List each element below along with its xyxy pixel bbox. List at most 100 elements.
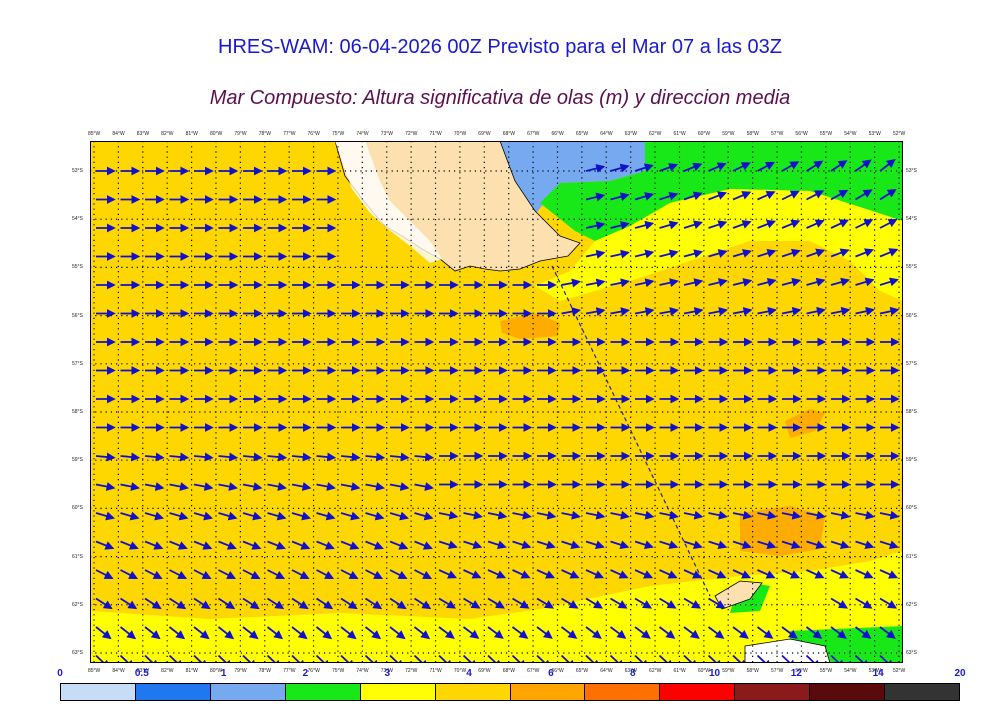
- wave-direction-arrow: [659, 569, 678, 579]
- wave-direction-arrow: [463, 510, 483, 520]
- wave-direction-arrow: [536, 597, 555, 609]
- longitude-label: 80°W: [209, 668, 223, 674]
- wave-direction-arrow: [340, 511, 361, 521]
- wave-direction-arrow: [291, 452, 312, 462]
- longitude-label: 84°W: [112, 131, 125, 137]
- wave-direction-arrow: [414, 511, 434, 521]
- colorbar-tick-label: 12: [790, 668, 802, 679]
- wave-direction-arrow: [708, 510, 728, 520]
- wave-direction-arrow: [512, 597, 530, 609]
- wave-direction-arrow: [120, 569, 139, 580]
- wave-direction-arrow: [757, 540, 777, 550]
- wave-direction-arrow: [95, 569, 114, 580]
- wave-direction-arrow: [585, 597, 604, 609]
- wave-direction-arrow: [610, 307, 630, 317]
- wave-direction-arrow: [414, 569, 433, 580]
- latitude-label: 62°S: [72, 601, 83, 608]
- latitude-label: 61°S: [72, 553, 83, 560]
- longitude-label: 72°W: [405, 668, 418, 674]
- latitude-label: 58°S: [906, 409, 917, 415]
- wave-direction-arrow: [806, 160, 824, 172]
- wave-direction-arrow: [610, 597, 628, 609]
- wave-direction-arrow: [634, 278, 655, 288]
- wave-direction-arrow: [218, 452, 239, 462]
- wave-direction-arrow: [389, 482, 410, 491]
- longitude-label: 85°W: [88, 131, 101, 137]
- wave-direction-arrow: [806, 219, 825, 229]
- longitude-label: 65°W: [575, 668, 589, 674]
- wave-direction-arrow: [781, 161, 800, 172]
- wave-direction-arrow: [879, 597, 898, 609]
- latitude-label: 54°S: [72, 216, 83, 223]
- wave-direction-arrow: [144, 540, 164, 550]
- longitude-label: 61°W: [673, 131, 686, 137]
- wave-direction-arrow: [610, 278, 630, 288]
- latitude-label: 59°S: [72, 457, 83, 464]
- longitude-label: 53°W: [868, 668, 881, 674]
- wave-direction-arrow: [340, 597, 358, 610]
- longitude-label: 75°W: [331, 668, 345, 674]
- wave-direction-arrow: [855, 189, 873, 201]
- wave-direction-arrow: [119, 626, 137, 640]
- wave-direction-arrow: [708, 540, 728, 550]
- wave-direction-arrow: [560, 654, 576, 663]
- wave-direction-arrow: [659, 191, 679, 201]
- wave-direction-arrow: [267, 597, 285, 610]
- wave-direction-arrow: [830, 277, 851, 287]
- latitude-label: 60°S: [906, 505, 917, 512]
- longitude-label: 76°W: [307, 131, 320, 137]
- wave-direction-arrow: [340, 569, 359, 580]
- longitude-label: 54°W: [844, 131, 857, 137]
- wave-direction-arrow: [266, 626, 284, 640]
- wave-direction-arrow: [659, 540, 679, 550]
- longitude-label: 81°W: [185, 131, 198, 137]
- wave-direction-arrow: [806, 277, 826, 287]
- wave-direction-arrow: [316, 540, 335, 550]
- wave-direction-arrow: [291, 540, 311, 550]
- wave-direction-arrow: [659, 249, 679, 259]
- longitude-label: 63°W: [624, 668, 637, 674]
- longitude-label: 67°W: [527, 131, 540, 137]
- wave-direction-arrow: [512, 569, 531, 579]
- map-title: HRES-WAM: 06-04-2026 00Z Previsto para e…: [218, 36, 782, 58]
- colorbar-segment: [285, 684, 361, 700]
- wave-direction-arrow: [634, 163, 654, 172]
- wave-direction-arrow: [855, 248, 874, 258]
- wave-direction-arrow: [854, 626, 872, 639]
- wave-direction-arrow: [438, 569, 458, 579]
- wave-direction-arrow: [757, 510, 777, 520]
- wave-direction-arrow: [169, 569, 188, 580]
- wave-direction-arrow: [585, 249, 606, 259]
- wave-direction-arrow: [585, 654, 601, 663]
- wave-direction-arrow: [120, 452, 141, 462]
- wave-direction-arrow: [879, 277, 899, 287]
- wave-direction-arrow: [267, 482, 287, 491]
- wave-direction-arrow: [585, 278, 606, 288]
- land-fjord-zone: [335, 141, 442, 263]
- colorbar-tick-label: 20: [954, 668, 966, 679]
- wave-direction-arrow: [708, 278, 728, 287]
- longitude-label: 57°W: [771, 668, 784, 674]
- wave-direction-arrow: [316, 452, 337, 462]
- longitude-label: 58°W: [746, 668, 759, 674]
- wave-direction-arrow: [634, 220, 655, 230]
- longitude-label: 59°W: [722, 131, 735, 137]
- wave-direction-arrow: [561, 597, 579, 609]
- wave-direction-arrow: [315, 626, 333, 640]
- longitude-label: 77°W: [283, 668, 296, 674]
- colorbar-segment: [61, 684, 136, 700]
- wave-direction-arrow: [512, 510, 532, 520]
- wave-direction-arrow: [830, 248, 850, 258]
- wave-direction-arrow: [781, 248, 801, 258]
- longitude-label: 73°W: [380, 131, 393, 137]
- longitude-label: 60°W: [697, 131, 711, 137]
- wave-direction-arrow: [756, 626, 774, 639]
- wave-direction-arrow: [609, 626, 627, 639]
- colorbar-segment: [360, 684, 436, 700]
- wave-direction-arrow: [438, 626, 455, 639]
- wave-direction-arrow: [757, 219, 776, 229]
- longitude-label: 78°W: [258, 668, 272, 674]
- wave-direction-arrow: [218, 597, 236, 610]
- wave-direction-arrow: [707, 654, 723, 663]
- longitude-label: 76°W: [307, 668, 320, 674]
